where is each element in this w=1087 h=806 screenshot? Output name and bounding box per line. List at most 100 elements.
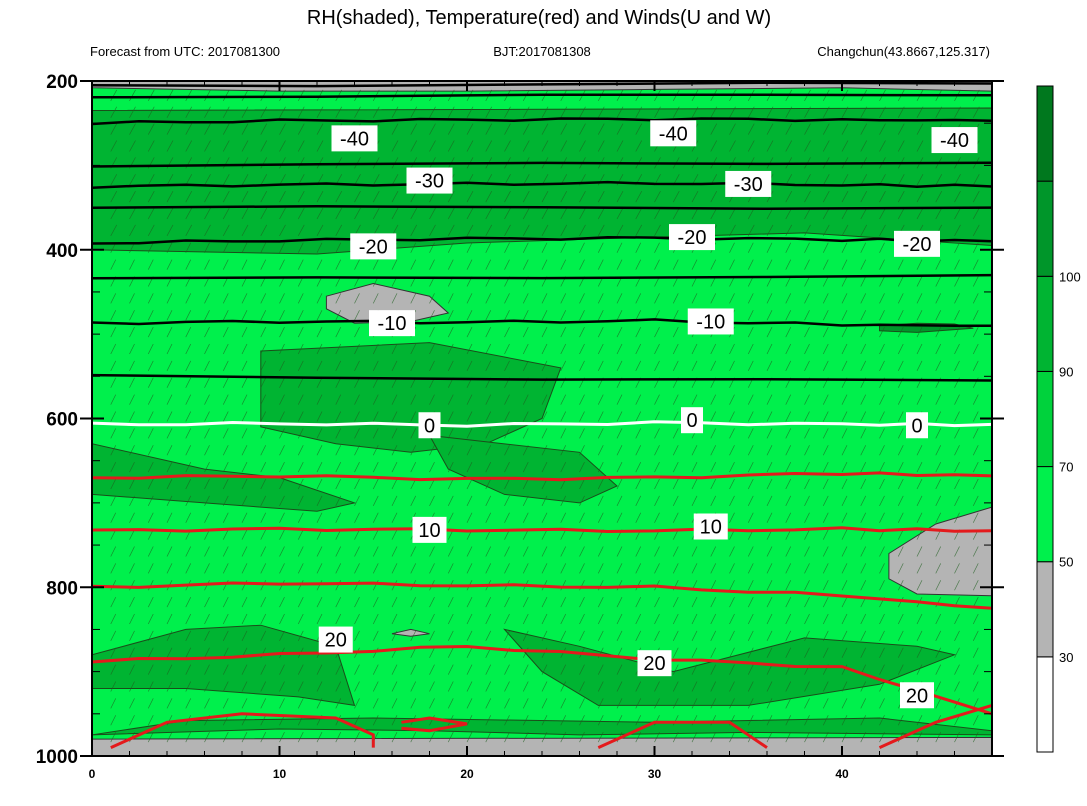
wind-barb [916, 563, 923, 574]
wind-barb [635, 224, 643, 237]
wind-barb [916, 190, 924, 203]
wind-barb [185, 343, 192, 355]
wind-barb [747, 580, 754, 591]
wind-barb [541, 394, 548, 405]
wind-barb [504, 698, 510, 709]
wind-barb [597, 343, 604, 355]
wind-barb [710, 123, 718, 135]
wind-barb [579, 190, 586, 203]
wind-barb [241, 326, 248, 338]
wind-barb [129, 698, 135, 709]
wind-barb [747, 664, 754, 675]
wind-barb [485, 123, 493, 135]
wind-barb [879, 715, 885, 726]
wind-barb [766, 343, 773, 355]
wind-barb [954, 343, 960, 355]
contour-label-box [906, 412, 928, 439]
wind-barb [729, 546, 735, 557]
wind-barb [710, 664, 717, 675]
wind-barb [279, 242, 285, 253]
wind-barb [541, 647, 548, 658]
wind-barb [935, 411, 942, 422]
wind-barb [897, 174, 905, 186]
wind-barb [522, 563, 529, 574]
wind-barb [222, 343, 229, 355]
plot-area: -40 -40 -40-30 -30-20 -20 -20-10 -100 0 010 10202… [36, 72, 1004, 781]
wind-barb [485, 445, 492, 456]
wind-barb [447, 630, 454, 642]
wind-barb [672, 394, 679, 405]
wind-barb [691, 596, 698, 608]
wind-barb [729, 343, 735, 355]
wind-barb [597, 613, 604, 625]
wind-barb [522, 242, 529, 253]
wind-barb [204, 630, 210, 642]
wind-barb [804, 445, 810, 456]
wind-barb [747, 326, 754, 338]
wind-barb [654, 428, 660, 439]
wind-barb [729, 596, 735, 608]
wind-barb [579, 259, 585, 270]
wind-barb [616, 698, 623, 709]
wind-barb [204, 326, 210, 338]
wind-barb [185, 630, 192, 642]
wind-barb [410, 664, 417, 675]
wind-barb [729, 259, 735, 270]
wind-barb [372, 546, 379, 557]
wind-barb [616, 207, 624, 220]
wind-barb [691, 394, 698, 405]
wind-barb [222, 731, 229, 743]
wind-barb [185, 394, 192, 405]
wind-barb [429, 394, 435, 405]
wind-barb [485, 478, 492, 490]
wind-barb [522, 106, 530, 118]
wind-barb [822, 310, 829, 321]
wind-barb [766, 630, 773, 642]
wind-barb [372, 715, 379, 726]
wind-barb [466, 613, 473, 625]
wind-barb [766, 326, 773, 338]
wind-barb [616, 411, 623, 422]
wind-barb [447, 310, 454, 321]
wind-barb [710, 445, 717, 456]
wind-barb [560, 411, 567, 422]
wind-barb [654, 731, 660, 743]
wind-barb [672, 681, 679, 692]
wind-barb [841, 190, 849, 203]
wind-barb [804, 529, 810, 540]
wind-barb [410, 698, 417, 709]
wind-barb [429, 224, 436, 237]
wind-barb [185, 647, 192, 658]
wind-barb [222, 140, 230, 152]
wind-barb [429, 360, 435, 372]
wind-barb [804, 276, 810, 287]
wind-barb [297, 478, 304, 490]
wind-barb [691, 445, 698, 456]
temperature-contour-low [878, 703, 992, 749]
wind-barb [316, 613, 323, 625]
wind-barb [372, 428, 379, 439]
wind-barb [297, 310, 304, 321]
wind-barb [354, 461, 360, 473]
wind-barb [297, 512, 304, 523]
wind-barb [429, 546, 435, 557]
wind-barb [391, 106, 399, 118]
wind-barb [747, 293, 754, 304]
wind-barb [710, 207, 718, 220]
wind-barb [372, 190, 380, 203]
wind-barb [935, 495, 942, 507]
wind-barb [710, 731, 717, 743]
wind-barb [372, 698, 379, 709]
y-tick-label: 400 [46, 241, 78, 262]
wind-barb [635, 310, 642, 321]
wind-barb [841, 276, 848, 287]
wind-barb [279, 157, 286, 169]
wind-barb [185, 428, 192, 439]
wind-barb [129, 715, 135, 726]
wind-barb [579, 242, 585, 253]
wind-barb [616, 242, 623, 253]
wind-barb [935, 360, 942, 372]
wind-barb [785, 731, 792, 743]
wind-barb [129, 394, 135, 405]
wind-barb [279, 190, 286, 203]
